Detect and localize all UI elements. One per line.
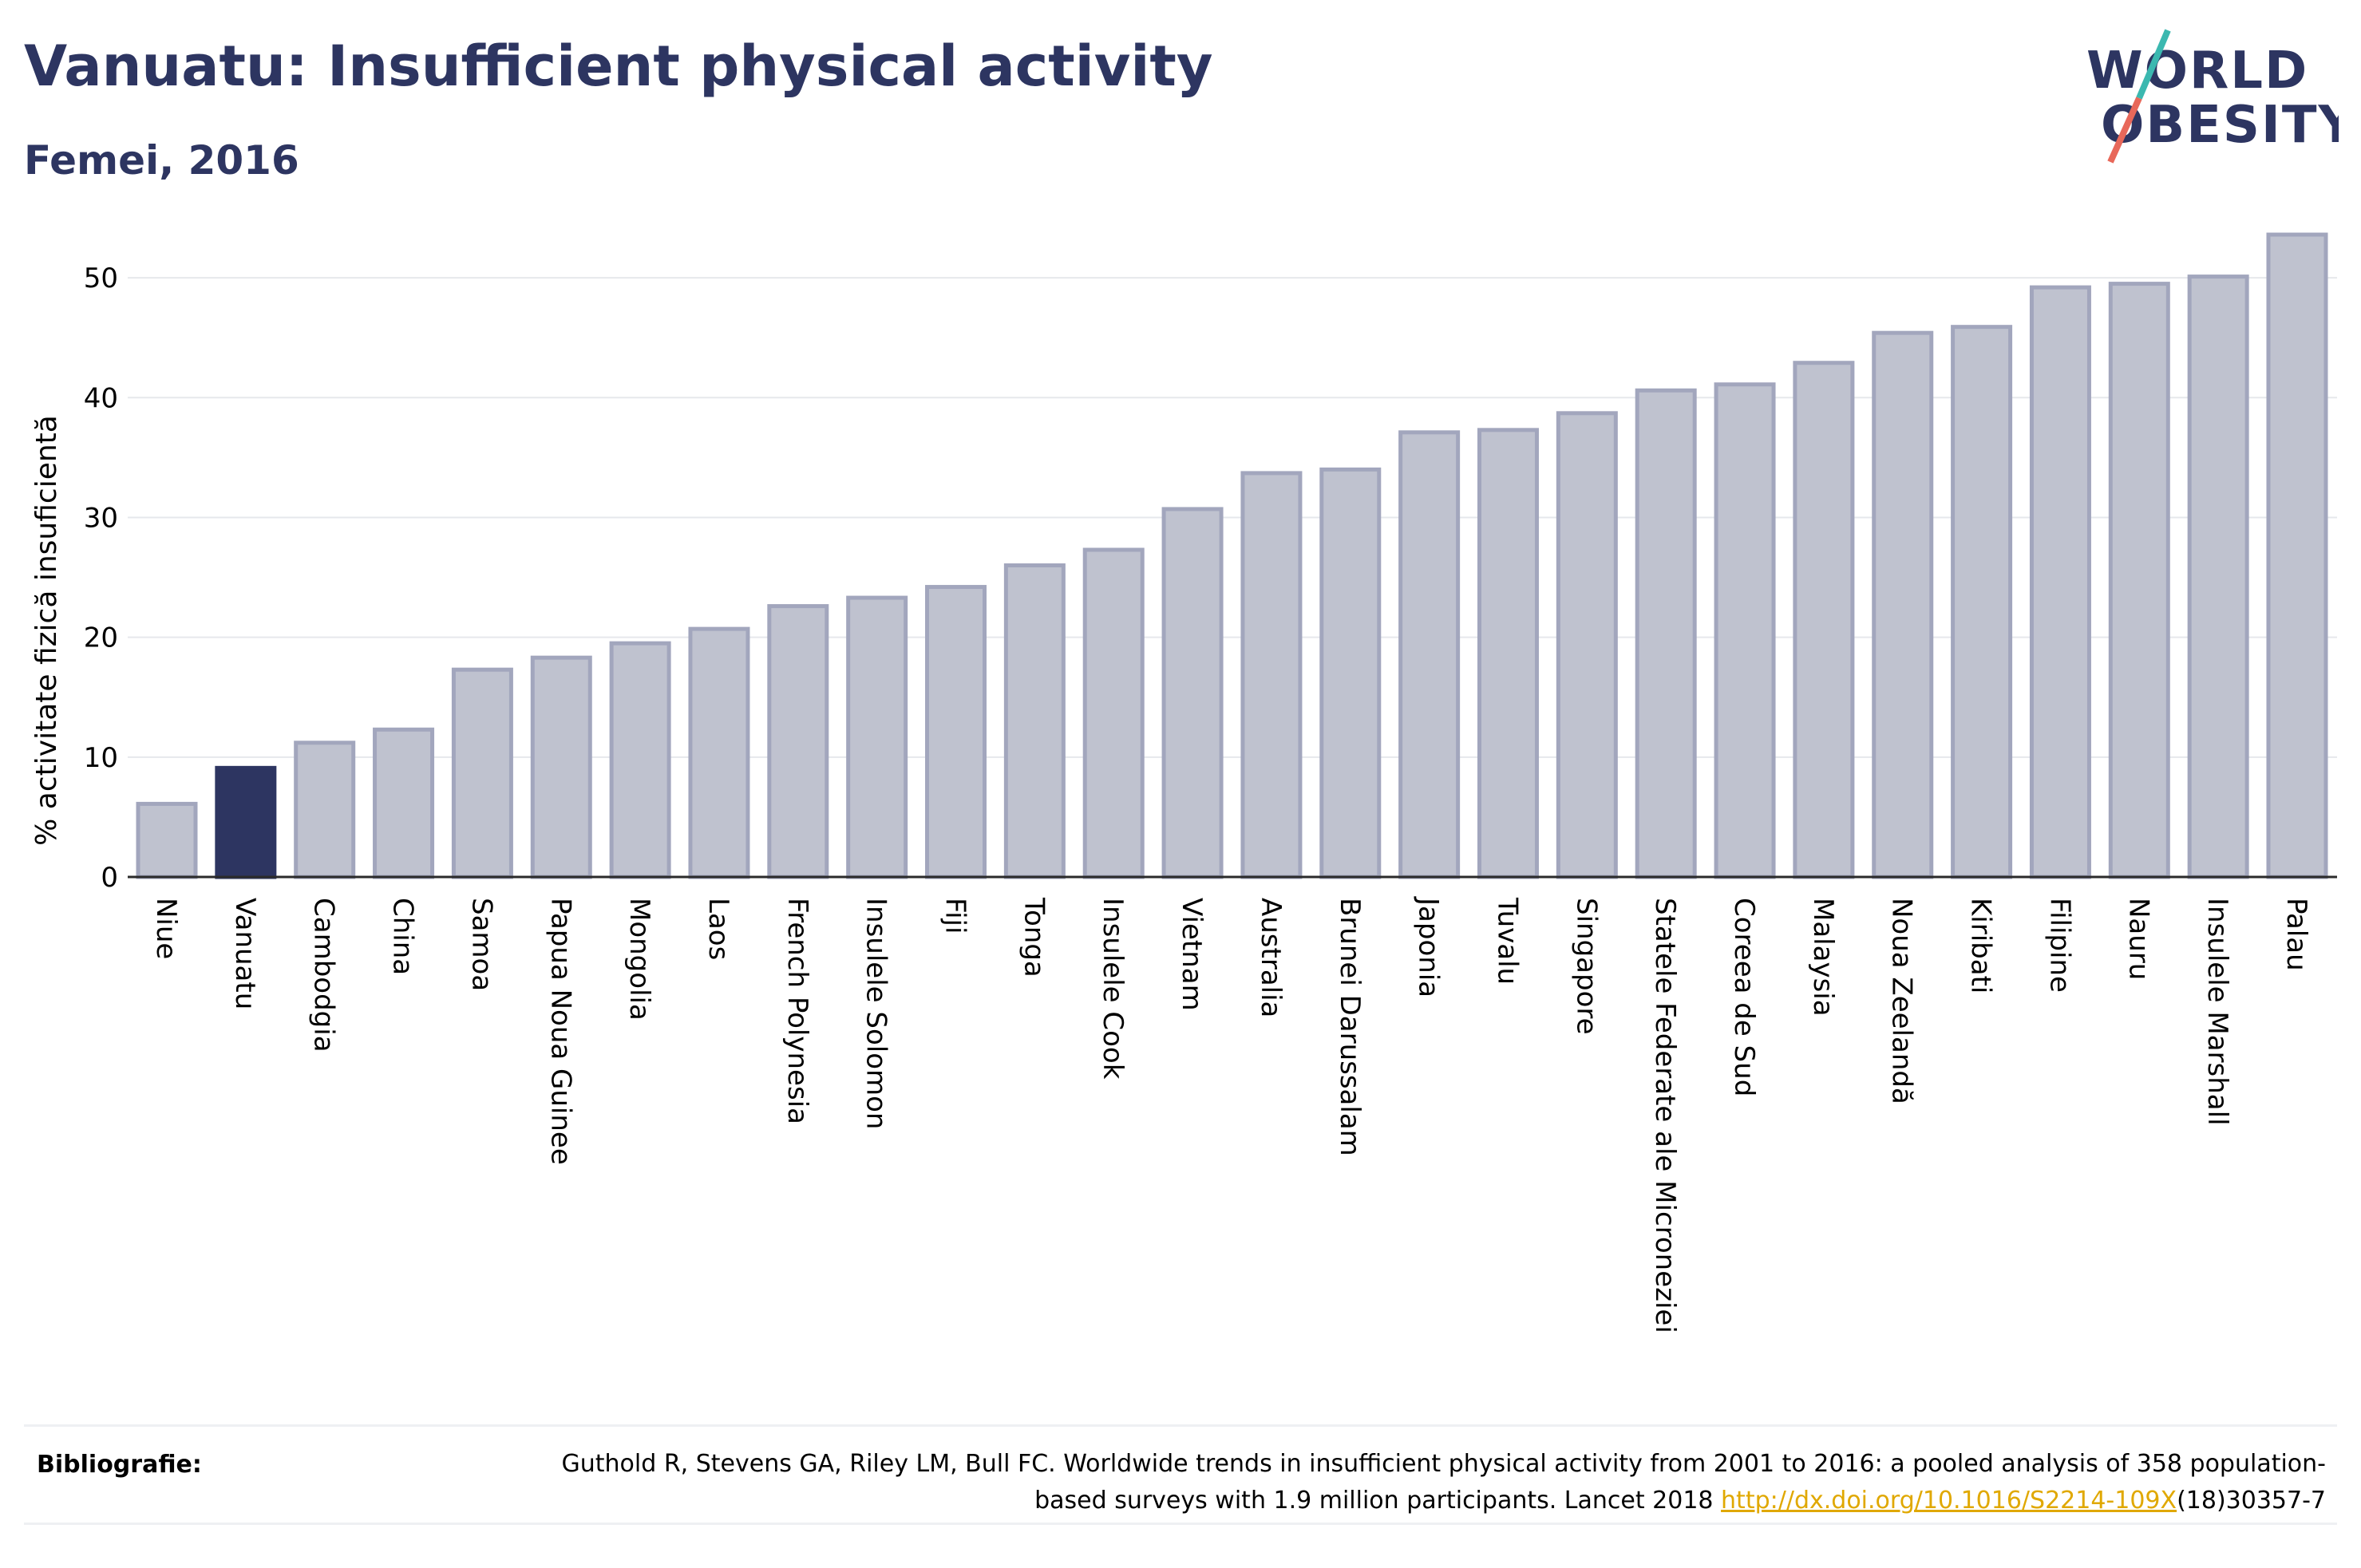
- x-tick-label: Niue: [150, 898, 182, 959]
- bibliography-citation-end: (18)30357-7: [2177, 1487, 2326, 1515]
- x-tick-label: Japonia: [1413, 896, 1445, 997]
- x-tick-label: Laos: [702, 898, 734, 960]
- y-tick-label: 50: [84, 263, 118, 294]
- bar-vietnam: [1161, 507, 1224, 879]
- x-tick-label: Brunei Darussalam: [1334, 898, 1366, 1156]
- bar-tonga: [1003, 563, 1066, 879]
- x-tick-label: Palau: [2280, 898, 2312, 971]
- x-tick-label: China: [387, 898, 419, 975]
- bar-samoa: [451, 667, 513, 879]
- x-tick-label: Coreea de Sud: [1728, 898, 1760, 1096]
- y-tick-label: 10: [84, 742, 118, 774]
- bar-japonia: [1398, 430, 1461, 879]
- bar-papua-noua-guinee: [530, 655, 592, 879]
- logo-line-1: WORLD: [2086, 41, 2308, 101]
- bar-palau: [2266, 232, 2328, 879]
- x-tick-label: Filipine: [2043, 898, 2075, 993]
- bar-statele-federate-ale-microneziei: [1635, 388, 1697, 879]
- bibliography-link[interactable]: http://dx.doi.org/10.1016/S2214-109X: [1721, 1487, 2177, 1515]
- chart-subtitle: Femei, 2016: [24, 137, 299, 184]
- x-tick-label: Australia: [1255, 898, 1287, 1017]
- x-tick-label: Singapore: [1570, 898, 1602, 1035]
- bar-australia: [1240, 471, 1303, 879]
- bar-laos: [688, 626, 750, 879]
- bar-french-polynesia: [767, 604, 829, 879]
- x-tick-label: Papua Noua Guinee: [544, 898, 576, 1165]
- x-tick-label: Insulele Marshall: [2201, 898, 2233, 1126]
- x-tick-label: Noua Zeelandă: [1886, 898, 1918, 1104]
- x-tick-label: Tonga: [1018, 897, 1050, 978]
- bar-brunei-darussalam: [1319, 467, 1382, 879]
- y-tick-label: 40: [84, 382, 118, 414]
- chart-title: Vanuatu: Insufficient physical activity: [24, 34, 1213, 99]
- x-tick-label: Mongolia: [623, 898, 655, 1021]
- x-tick-label: Samoa: [465, 898, 497, 991]
- x-tick-label: French Polynesia: [781, 898, 813, 1124]
- bar-insulele-solomon: [846, 595, 908, 879]
- x-tick-label: Tuvalu: [1491, 897, 1523, 985]
- y-tick-label: 30: [84, 502, 118, 534]
- bar-kiribati: [1951, 325, 2013, 879]
- x-tick-label: Insulele Solomon: [860, 898, 892, 1129]
- bar-insulele-marshall: [2187, 274, 2249, 879]
- bar-singapore: [1556, 411, 1618, 879]
- x-tick-label: Nauru: [2122, 898, 2154, 980]
- x-tick-label: Cambodgia: [308, 898, 340, 1053]
- bar-chart: 0 10 20 30 40 50 Niue Vanuatu Cambodgia China Sam…: [30, 232, 2337, 1333]
- logo-slash-top: [2136, 29, 2171, 100]
- bibliography-citation: Guthold R, Stevens GA, Riley LM, Bull FC…: [561, 1450, 2326, 1515]
- bars: [136, 232, 2328, 879]
- bar-insulele-cook: [1082, 547, 1145, 879]
- x-tick-label: Vietnam: [1176, 898, 1208, 1011]
- y-tick-label: 20: [84, 622, 118, 654]
- x-tick-label: Statele Federate ale Microneziei: [1649, 898, 1681, 1333]
- x-tick-label: Kiribati: [1965, 898, 1997, 993]
- bar-mongolia: [609, 641, 671, 879]
- bar-niue: [136, 801, 198, 879]
- y-axis-ticks: 0 10 20 30 40 50: [84, 263, 118, 894]
- logo-line-2: OBESITY: [2101, 96, 2339, 155]
- y-axis-title: % activitate fizică insuficientă: [30, 415, 63, 846]
- logo-slash-bottom: [2107, 97, 2142, 164]
- bar-nauru: [2108, 282, 2170, 879]
- bar-filipine: [2029, 285, 2091, 879]
- bar-china: [373, 727, 435, 879]
- bar-noua-zeeland-: [1872, 330, 1934, 879]
- x-tick-label: Insulele Cook: [1097, 898, 1129, 1080]
- y-tick-label: 0: [101, 862, 118, 894]
- bibliography-label: Bibliografie:: [37, 1451, 202, 1479]
- bar-cambodgia: [294, 741, 356, 879]
- bibliography-divider-top: [24, 1424, 2337, 1427]
- bar-fiji: [925, 585, 987, 879]
- x-tick-label: Fiji: [939, 898, 971, 934]
- x-axis-labels: Niue Vanuatu Cambodgia China Samoa Papua Noua…: [150, 896, 2312, 1333]
- x-tick-label: Malaysia: [1807, 898, 1839, 1017]
- bar-coreea-de-sud: [1714, 382, 1776, 879]
- bibliography-divider-bottom: [24, 1523, 2337, 1525]
- bar-malaysia: [1793, 361, 1855, 879]
- bibliography-text: Guthold R, Stevens GA, Riley LM, Bull FC…: [490, 1446, 2326, 1519]
- bar-vanuatu: [215, 765, 277, 879]
- bar-tuvalu: [1477, 428, 1539, 879]
- world-obesity-logo: WORLD OBESITY: [2086, 29, 2339, 164]
- x-tick-label: Vanuatu: [229, 898, 261, 1009]
